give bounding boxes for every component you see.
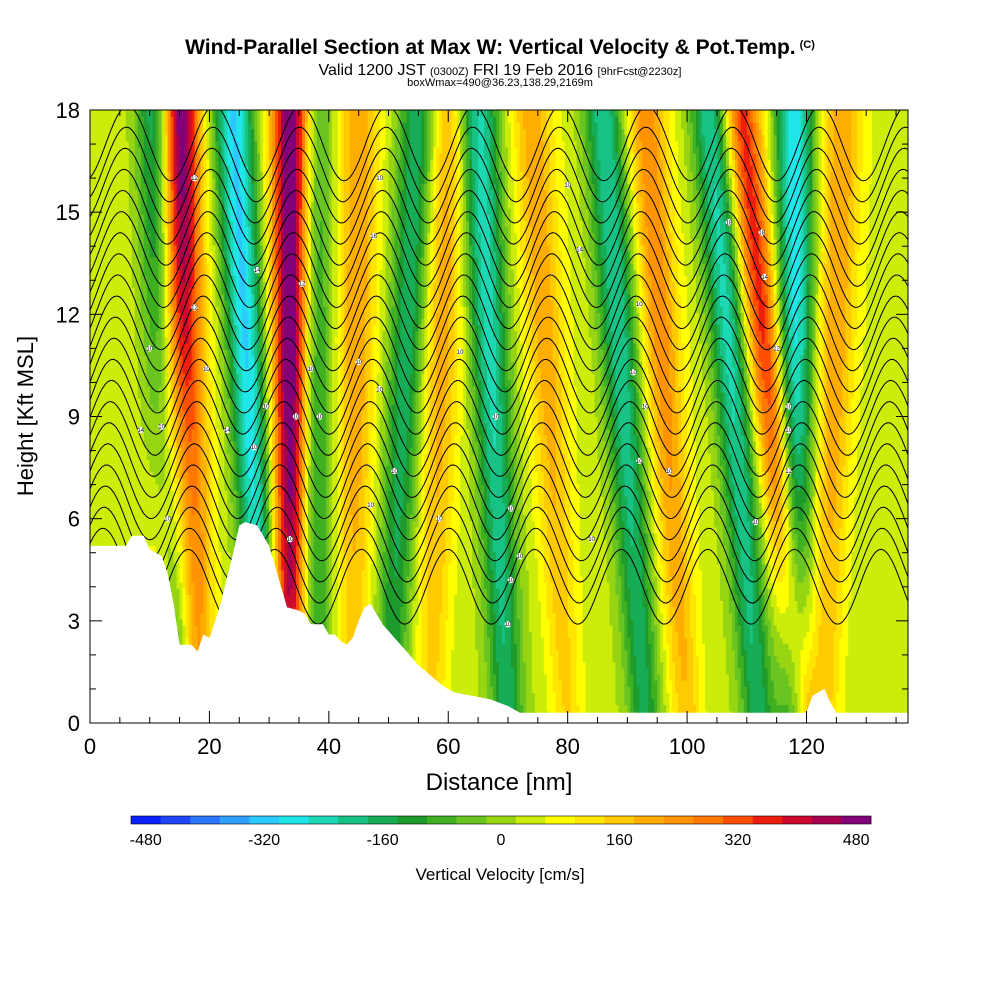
cross-section-chart: 12 101018181614141214121010 12101010 101010… bbox=[0, 0, 1000, 1000]
